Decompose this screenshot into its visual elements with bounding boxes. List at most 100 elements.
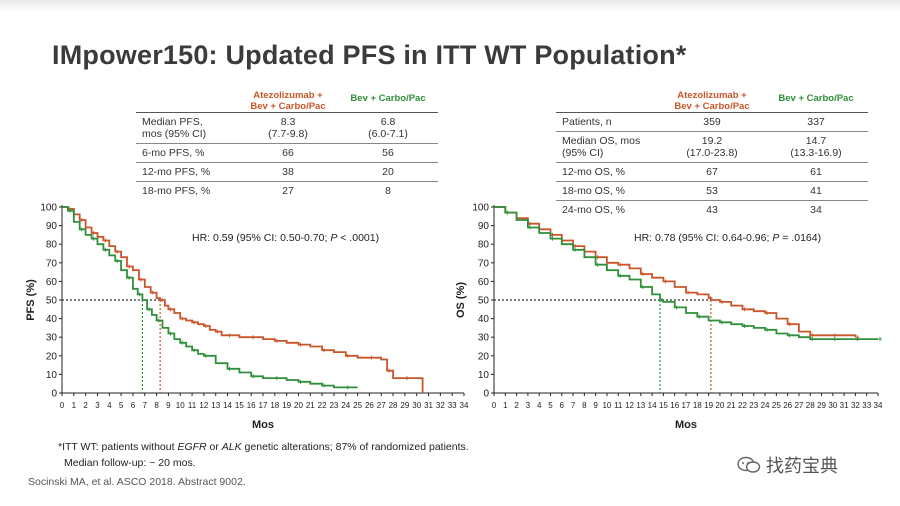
- os-hr-prefix: HR: 0.78 (95% CI: 0.64-0.96;: [634, 232, 773, 244]
- pfs-censor-mark: [227, 333, 232, 338]
- pfs-cell-bev-line1: 6.8: [380, 116, 396, 128]
- pfs-cell-label-line2: mos (95% CI): [142, 128, 207, 140]
- wechat-icon: [737, 456, 761, 473]
- pfs-censor-mark: [298, 342, 303, 347]
- pfs-x-tick-label: 15: [235, 401, 244, 410]
- os-cell-label-line1: Patients, n: [562, 116, 612, 128]
- os-x-tick-label: 22: [738, 401, 747, 410]
- pfs-censor-mark: [369, 355, 374, 360]
- os-censor-mark: [765, 327, 770, 332]
- os-censor-mark: [765, 311, 770, 316]
- pfs-hr-suffix: < .0001): [337, 232, 380, 244]
- os-x-tick-label: 8: [582, 401, 587, 410]
- pfs-cell-label: 6-mo PFS, %: [136, 143, 238, 163]
- footnote-follow-up: Median follow-up: ~ 20 mos.: [64, 457, 196, 469]
- pfs-cell-label-line1: Median PFS,: [142, 116, 203, 128]
- os-censor-mark: [832, 337, 837, 342]
- pfs-cell-atezo: 66: [238, 143, 338, 163]
- pfs-censor-mark: [156, 318, 161, 323]
- os-censor-mark: [719, 299, 724, 304]
- page-title: IMpower150: Updated PFS in ITT WT Popula…: [52, 40, 687, 70]
- pfs-cell-atezo-line1: 27: [282, 185, 294, 197]
- pfs-censor-mark: [137, 292, 142, 297]
- pfs-header-atezo: Atezolizumab + Bev + Carbo/Pac: [238, 90, 338, 113]
- pfs-censor-mark: [160, 298, 165, 302]
- os-x-tick-label: 27: [794, 401, 803, 410]
- os-x-tick-label: 16: [670, 401, 679, 410]
- os-cell-atezo-line1: 53: [706, 185, 718, 197]
- os-hr-suffix: = .0164): [779, 232, 822, 244]
- os-cell-atezo-line1: 43: [706, 204, 718, 216]
- os-x-tick-label: 12: [625, 401, 634, 410]
- os-y-tick-label: 40: [478, 314, 490, 325]
- pfs-censor-mark: [180, 340, 185, 345]
- os-cell-bev-line1: 61: [810, 166, 822, 178]
- os-cell-label: 12-mo OS, %: [556, 162, 660, 182]
- pfs-x-tick-label: 16: [247, 401, 256, 410]
- pfs-censor-mark: [322, 348, 327, 353]
- os-x-tick-label: 6: [560, 401, 565, 410]
- pfs-x-tick-label: 28: [389, 401, 398, 410]
- os-x-tick-label: 30: [828, 401, 837, 410]
- pfs-cell-atezo: 8.3 (7.7-9.8): [238, 112, 338, 144]
- os-censor-mark: [708, 296, 713, 301]
- pfs-x-tick-label: 29: [400, 401, 409, 410]
- os-x-tick-label: 9: [593, 401, 598, 410]
- pfs-censor-mark: [79, 218, 84, 223]
- os-censor-mark: [686, 290, 690, 295]
- os-censor-mark: [527, 225, 532, 230]
- os-cell-atezo-line2: (17.0-23.8): [686, 147, 738, 159]
- pfs-censor-mark: [227, 366, 232, 371]
- os-y-tick-label: 30: [478, 333, 490, 344]
- os-x-tick-label: 23: [749, 401, 758, 410]
- pfs-censor-mark: [298, 379, 303, 384]
- os-header-atezo-line2: Bev + Carbo/Pac: [674, 101, 750, 112]
- os-cell-label-line1: Median OS, mos: [562, 135, 641, 147]
- os-cell-label: 24-mo OS, %: [556, 200, 660, 219]
- os-x-tick-label: 21: [727, 401, 736, 410]
- os-x-tick-label: 26: [783, 401, 792, 410]
- pfs-censor-mark: [127, 264, 132, 269]
- watermark-text: 找药宝典: [766, 456, 838, 476]
- os-x-tick-label: 1: [503, 401, 508, 410]
- os-censor-mark: [550, 236, 555, 241]
- citation: Socinski MA, et al. ASCO 2018. Abstract …: [28, 476, 246, 488]
- footnote-suffix: genetic alterations; 87% of randomized p…: [241, 441, 469, 453]
- os-table-row: Median OS, mos (95% CI) 19.2 (17.0-23.8) 14.…: [556, 131, 868, 163]
- pfs-cell-label-line1: 18-mo PFS, %: [142, 185, 211, 197]
- os-header-atezo-line1: Atezolizumab +: [677, 90, 747, 101]
- os-x-tick-label: 24: [761, 401, 770, 410]
- pfs-x-tick-label: 8: [154, 401, 159, 410]
- pfs-censor-mark: [274, 338, 279, 343]
- os-cell-label-line1: 12-mo OS, %: [562, 166, 626, 178]
- pfs-x-tick-label: 23: [329, 401, 338, 410]
- pfs-censor-mark: [215, 329, 220, 334]
- pfs-x-tick-label: 9: [166, 401, 171, 410]
- pfs-x-tick-label: 11: [188, 401, 197, 410]
- os-y-tick-label: 100: [472, 203, 489, 214]
- pfs-censor-mark: [67, 208, 72, 213]
- footnote-prefix: *ITT WT: patients without: [58, 441, 178, 453]
- pfs-cell-bev: 8: [338, 181, 438, 200]
- pfs-x-tick-label: 14: [223, 401, 232, 410]
- pfs-x-tick-label: 26: [365, 401, 374, 410]
- os-censor-mark: [573, 247, 578, 252]
- pfs-x-tick-label: 30: [412, 401, 421, 410]
- os-y-axis-label: OS (%): [455, 282, 467, 318]
- pfs-censor-mark: [79, 227, 84, 232]
- os-cell-atezo: 19.2 (17.0-23.8): [660, 131, 764, 163]
- os-cell-bev: 41: [764, 181, 868, 201]
- pfs-cell-bev-line1: 20: [382, 166, 394, 178]
- pfs-censor-mark: [91, 231, 96, 236]
- os-cell-atezo: 53: [660, 181, 764, 201]
- pfs-cell-atezo: 27: [238, 181, 338, 200]
- pfs-cell-atezo-line2: (7.7-9.8): [268, 128, 308, 140]
- pfs-cell-label: 18-mo PFS, %: [136, 181, 238, 200]
- pfs-series-bev: [62, 206, 358, 389]
- os-censor-mark: [742, 307, 747, 312]
- pfs-x-tick-label: 4: [107, 401, 112, 410]
- os-censor-mark: [787, 333, 792, 338]
- pfs-censor-mark: [387, 368, 392, 373]
